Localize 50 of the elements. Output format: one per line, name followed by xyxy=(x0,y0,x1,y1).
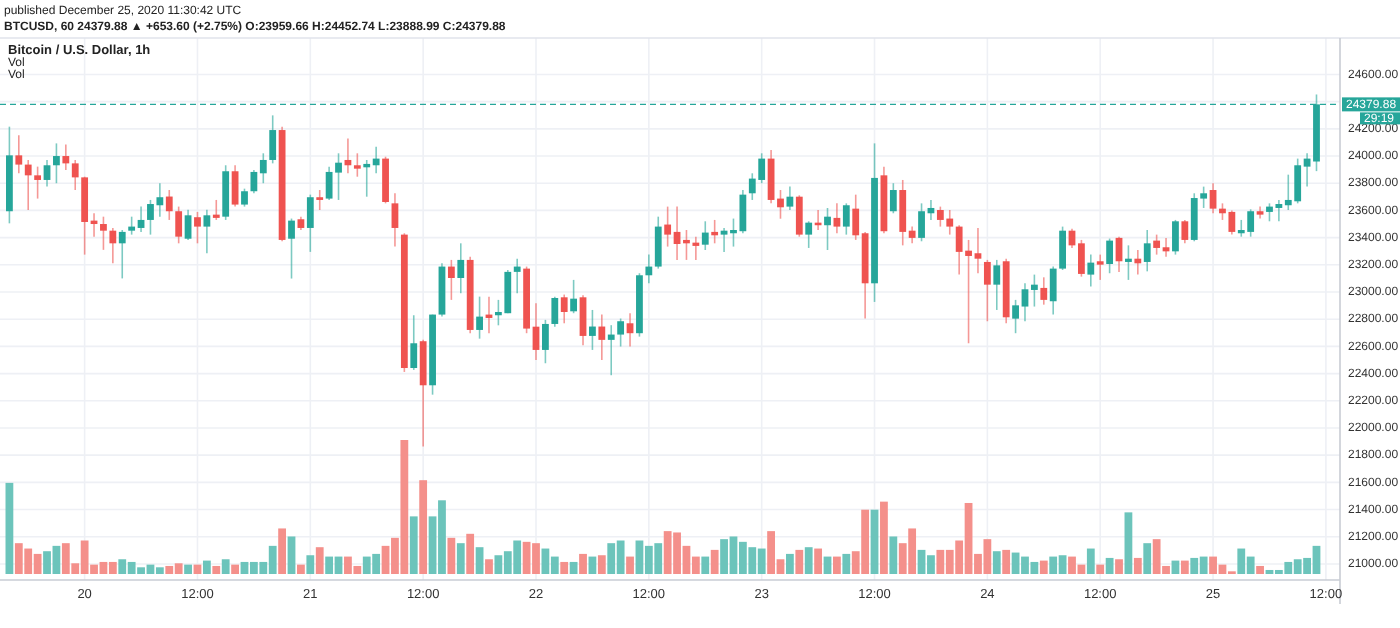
bar xyxy=(1105,557,1114,574)
bar xyxy=(231,564,239,574)
bar xyxy=(155,567,164,574)
bar xyxy=(315,547,324,574)
bar xyxy=(1096,564,1105,574)
bar xyxy=(569,561,578,574)
bar xyxy=(1086,548,1095,574)
bar xyxy=(1049,556,1058,574)
bar xyxy=(550,556,559,574)
bar xyxy=(108,561,117,574)
bar xyxy=(1256,565,1264,574)
bar xyxy=(1002,549,1011,574)
bar xyxy=(1180,560,1189,574)
bar xyxy=(842,553,851,574)
bar xyxy=(325,556,334,574)
bar xyxy=(409,516,418,574)
bar xyxy=(297,564,305,574)
bar xyxy=(466,533,475,574)
bar xyxy=(212,565,221,574)
bar xyxy=(5,482,14,574)
bar xyxy=(1133,557,1142,574)
bar xyxy=(889,536,898,574)
bar xyxy=(804,547,813,574)
bar xyxy=(795,549,804,574)
bar xyxy=(447,537,456,574)
bar xyxy=(278,528,287,574)
bar xyxy=(1039,560,1048,574)
bar xyxy=(597,555,606,574)
bar xyxy=(785,553,794,574)
bar xyxy=(560,561,569,574)
bar xyxy=(833,556,841,574)
bar xyxy=(184,564,192,574)
bar xyxy=(1115,559,1123,574)
bar xyxy=(1143,543,1152,574)
bar xyxy=(456,543,465,574)
bar xyxy=(485,559,493,574)
bar xyxy=(626,556,634,574)
bar xyxy=(475,547,484,574)
bar xyxy=(419,480,428,574)
bar xyxy=(306,555,315,574)
bar xyxy=(701,556,710,574)
bar xyxy=(287,536,296,574)
bar xyxy=(992,551,1001,574)
bar xyxy=(880,501,888,574)
bar xyxy=(1124,512,1133,574)
bar xyxy=(814,548,823,574)
bar xyxy=(221,559,230,574)
bar xyxy=(202,560,211,574)
bar xyxy=(579,553,587,574)
bar xyxy=(710,549,719,574)
